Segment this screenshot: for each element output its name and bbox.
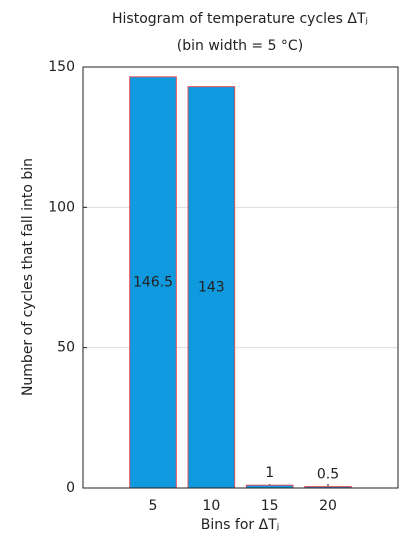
x-tick-label: 15 xyxy=(261,498,279,514)
bar xyxy=(129,76,177,489)
x-tick-label: 20 xyxy=(319,498,337,514)
y-tick-label: 100 xyxy=(48,199,75,215)
x-tick-label: 5 xyxy=(149,498,158,514)
data-label: 143 xyxy=(198,279,225,295)
y-axis-label: Number of cycles that fall into bin xyxy=(20,158,36,396)
chart-title: Histogram of temperature cycles ΔTⱼ xyxy=(112,11,368,27)
data-label: 146.5 xyxy=(133,274,173,290)
y-tick-label: 50 xyxy=(57,340,75,356)
data-label: 1 xyxy=(265,465,274,481)
y-tick-label: 0 xyxy=(66,480,75,496)
chart-subtitle: (bin width = 5 °C) xyxy=(177,38,303,54)
x-axis-label: Bins for ΔTⱼ xyxy=(201,517,279,533)
plot-frame xyxy=(82,66,399,489)
bar xyxy=(187,86,236,489)
y-tick-label: 150 xyxy=(48,59,75,75)
data-label: 0.5 xyxy=(317,467,339,483)
x-tick-label: 10 xyxy=(202,498,220,514)
